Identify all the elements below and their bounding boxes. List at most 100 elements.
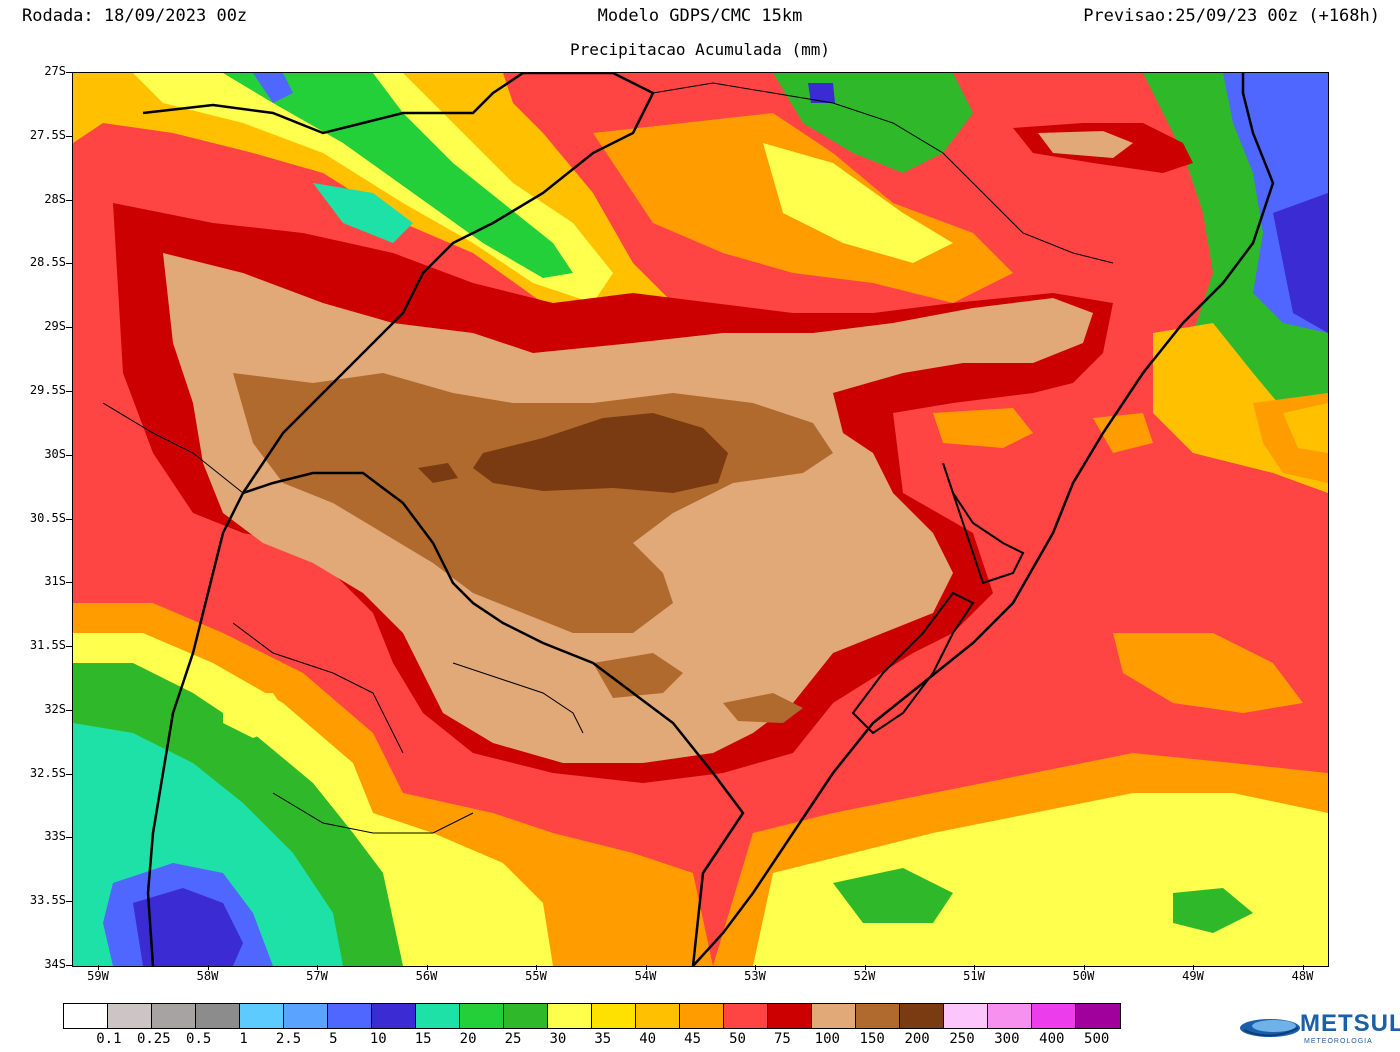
field-brown-south2 — [723, 693, 803, 723]
field-se-red — [1113, 633, 1303, 713]
legend-label: 5 — [329, 1031, 338, 1047]
coast-line — [692, 73, 1275, 966]
legend-swatch — [768, 1004, 812, 1028]
lat-label: 32S — [44, 701, 66, 716]
legend-swatch — [680, 1004, 724, 1028]
lat-tick — [66, 199, 72, 201]
legend-label: 100 — [814, 1031, 840, 1047]
lat-label: 29.5S — [29, 382, 66, 397]
lat-label: 30S — [44, 446, 66, 461]
lat-label: 33S — [44, 829, 66, 844]
field-north-central-yellow — [763, 143, 953, 263]
lagoa-line — [851, 591, 975, 735]
lon-tick — [98, 965, 99, 970]
precipitation-field — [73, 73, 1328, 966]
lat-tick — [66, 390, 72, 392]
legend-swatch — [196, 1004, 240, 1028]
legend-label: 10 — [369, 1031, 387, 1047]
lon-label: 48W — [1291, 969, 1314, 983]
dept-line-4 — [452, 662, 584, 734]
legend-swatch — [152, 1004, 196, 1028]
legend-label: 50 — [729, 1031, 746, 1047]
legend-swatch — [372, 1004, 416, 1028]
lon-label: 54W — [634, 969, 657, 983]
legend-swatch — [592, 1004, 636, 1028]
lon-tick — [317, 965, 318, 970]
field-brown-south — [593, 653, 683, 698]
field-se-green — [833, 868, 953, 923]
lon-tick — [755, 965, 756, 970]
lat-label: 30.5S — [29, 510, 66, 525]
legend-label: 0.25 — [136, 1031, 171, 1047]
color-legend — [63, 1003, 1121, 1029]
lat-label: 29S — [44, 319, 66, 334]
field-darkbrown-spot — [418, 463, 458, 483]
lon-label: 51W — [963, 969, 985, 983]
legend-swatch — [1076, 1004, 1120, 1028]
legend-label: 250 — [949, 1031, 975, 1047]
lon-label: 59W — [87, 969, 109, 983]
lat-tick — [66, 327, 72, 329]
field-north-blue — [253, 73, 293, 103]
lon-tick — [207, 965, 209, 970]
field-ne-tan-core — [1038, 131, 1133, 158]
lon-label: 55W — [525, 969, 547, 983]
legend-label: 30 — [549, 1031, 567, 1047]
field-east-orange2 — [1093, 413, 1153, 453]
legend-label: 200 — [904, 1031, 930, 1047]
dept-line-1 — [102, 402, 244, 494]
legend-swatch — [944, 1004, 988, 1028]
precipitation-map — [72, 72, 1329, 967]
legend-label: 20 — [459, 1031, 477, 1047]
legend-label: 0.5 — [186, 1031, 212, 1047]
legend-swatch — [64, 1004, 108, 1028]
legend-label: 1 — [239, 1031, 248, 1047]
lat-tick — [66, 709, 72, 711]
field-east-orange — [933, 408, 1033, 448]
legend-swatch — [856, 1004, 900, 1028]
lat-tick — [66, 901, 72, 903]
legend-swatch — [900, 1004, 944, 1028]
lat-tick — [66, 72, 72, 73]
field-sw-yellow-spot — [223, 693, 293, 738]
legend-label: 300 — [994, 1031, 1020, 1047]
lon-tick — [864, 965, 866, 970]
metsul-logo-icon — [1240, 1019, 1300, 1037]
lat-label: 31S — [44, 574, 66, 589]
field-ne-darkblue — [1273, 193, 1328, 333]
lat-label: 27.5S — [29, 127, 66, 142]
lon-tick — [1302, 965, 1304, 970]
legend-label: 150 — [859, 1031, 885, 1047]
lat-tick — [66, 518, 72, 520]
legend-label: 0.1 — [96, 1031, 122, 1047]
legend-label: 35 — [594, 1031, 612, 1047]
lat-tick — [66, 965, 72, 966]
field-sw-darkblue — [133, 888, 243, 966]
legend-swatch — [548, 1004, 592, 1028]
lat-tick — [66, 646, 72, 648]
lat-tick — [66, 582, 72, 584]
lon-label: 52W — [853, 969, 876, 983]
border-line-brazil — [142, 73, 524, 135]
field-north-teal — [313, 183, 413, 243]
field-se-green2 — [1173, 888, 1253, 933]
lon-tick — [536, 965, 537, 970]
lat-label: 32.5S — [29, 765, 66, 780]
legend-swatch — [328, 1004, 372, 1028]
legend-swatch — [636, 1004, 680, 1028]
lat-tick — [66, 263, 72, 265]
lat-tick — [66, 837, 72, 839]
legend-swatch — [108, 1004, 152, 1028]
lon-label: 50W — [1072, 969, 1095, 983]
field-east-yellow3 — [1283, 403, 1328, 453]
border-line-rs-north — [241, 73, 655, 494]
field-central-darkbrown — [473, 413, 728, 493]
legend-label: 2.5 — [275, 1031, 302, 1047]
lat-tick — [66, 454, 72, 456]
lon-tick — [645, 965, 647, 970]
lat-label: 31.5S — [29, 638, 66, 653]
border-line-ar — [146, 492, 245, 966]
lon-label: 53W — [744, 969, 766, 983]
legend-swatch — [240, 1004, 284, 1028]
lagoa-north-line — [942, 462, 1025, 585]
